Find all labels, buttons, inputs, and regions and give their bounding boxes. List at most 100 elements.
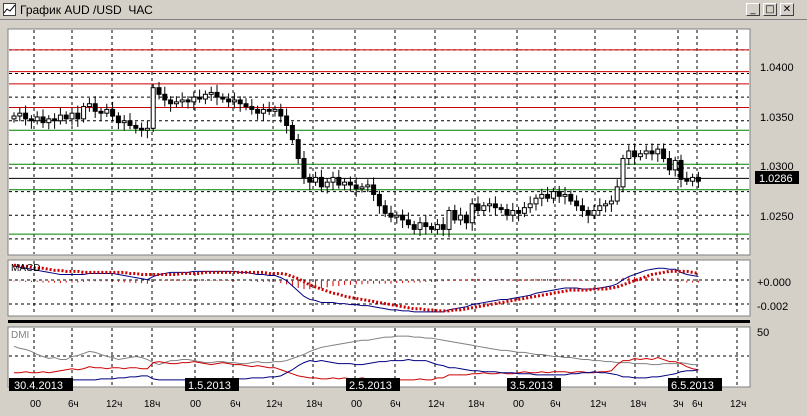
svg-text:2.5.2013: 2.5.2013 <box>349 380 392 392</box>
candle <box>504 203 510 221</box>
candle <box>81 102 87 123</box>
candle <box>585 206 591 224</box>
candle <box>643 145 649 160</box>
candle <box>278 103 284 123</box>
adx-line <box>13 335 699 366</box>
hour-tick-label: 00 <box>351 399 363 410</box>
hour-tick-label: 6ч <box>550 399 561 410</box>
candle <box>115 112 121 130</box>
hour-tick-label: 6ч <box>230 399 241 410</box>
chart-area[interactable]: 00 6ч 12ч 18ч 00 6ч 12ч 18ч 00 6ч 12ч 18ч 00 6ч 12ч 18ч… <box>0 20 807 416</box>
candle <box>434 218 440 235</box>
title-bar[interactable]: График AUD /USD ЧАС _ □ ✕ <box>0 0 807 20</box>
candle <box>400 209 406 228</box>
candle <box>34 111 40 125</box>
candle <box>446 206 452 238</box>
candle <box>516 206 522 222</box>
candle <box>382 200 388 218</box>
candle <box>260 103 266 122</box>
candle <box>556 185 562 203</box>
candle <box>568 190 574 205</box>
candle <box>208 86 214 101</box>
candle <box>17 107 23 122</box>
candle <box>371 177 377 202</box>
hour-tick-label: 18ч <box>630 399 646 410</box>
candle <box>440 217 446 236</box>
candle <box>156 82 162 100</box>
candle <box>179 92 185 108</box>
candle <box>75 105 81 127</box>
ytick-label: 1.0300 <box>760 161 794 173</box>
close-button[interactable]: ✕ <box>780 3 794 16</box>
candle <box>237 96 243 112</box>
current-price-badge <box>755 171 799 184</box>
ytick-label: 1.0350 <box>760 112 794 124</box>
macd-panel[interactable] <box>7 259 751 317</box>
candle <box>550 187 556 204</box>
hour-tick-label: 12ч <box>590 399 606 410</box>
candle <box>307 173 313 191</box>
date-label: 3.5.2013 <box>507 378 561 392</box>
candle <box>40 109 46 128</box>
dmi-title: DMI <box>11 330 29 341</box>
candle <box>150 83 156 133</box>
macd-ytick-label: +0.000 <box>757 277 791 289</box>
maximize-button[interactable]: □ <box>763 3 777 16</box>
date-label: 30.4.2013 <box>9 378 73 392</box>
candle <box>388 205 394 223</box>
candle <box>86 98 92 112</box>
candle <box>678 154 684 188</box>
candle <box>144 120 150 139</box>
candle <box>597 198 603 216</box>
candle <box>295 133 301 164</box>
hour-tick-label: 00 <box>190 399 202 410</box>
candle <box>336 169 342 189</box>
candle <box>498 203 504 214</box>
candle <box>579 198 585 218</box>
candle <box>539 188 545 207</box>
candle <box>614 179 620 205</box>
hour-tick-label: 12ч <box>106 399 122 410</box>
candle <box>28 115 34 129</box>
candle <box>318 169 324 193</box>
candle <box>104 103 110 117</box>
candle <box>347 176 353 192</box>
candle <box>533 194 539 211</box>
candle <box>52 113 58 129</box>
candle <box>492 196 498 216</box>
macd-ytick-label: -0.002 <box>757 301 788 313</box>
candle <box>608 195 614 212</box>
candle <box>458 207 464 226</box>
candle <box>330 171 336 191</box>
candle <box>690 173 696 187</box>
candle <box>666 150 672 176</box>
candle <box>487 198 493 213</box>
panel-separator <box>8 320 750 323</box>
minimize-button[interactable]: _ <box>746 3 760 16</box>
candle <box>301 150 307 185</box>
hour-tick-label: 6ч <box>68 399 79 410</box>
candle <box>411 220 417 235</box>
candle <box>313 171 319 186</box>
price-panel[interactable] <box>7 28 751 256</box>
macd-line <box>13 265 699 313</box>
candle <box>185 96 191 109</box>
candle <box>249 99 255 115</box>
macd-title: MACD <box>11 263 40 274</box>
candle <box>284 108 290 134</box>
candle <box>452 204 458 224</box>
hour-tick-label: 12ч <box>266 399 282 410</box>
candle <box>376 190 382 214</box>
candle <box>69 107 75 126</box>
candle <box>591 204 597 219</box>
candle <box>272 105 278 117</box>
candle <box>429 222 435 234</box>
candle <box>603 200 609 213</box>
candle <box>469 198 475 231</box>
candle <box>46 115 52 130</box>
candle <box>574 195 580 211</box>
candle <box>626 145 632 166</box>
candle <box>649 143 655 161</box>
candle <box>11 112 17 123</box>
